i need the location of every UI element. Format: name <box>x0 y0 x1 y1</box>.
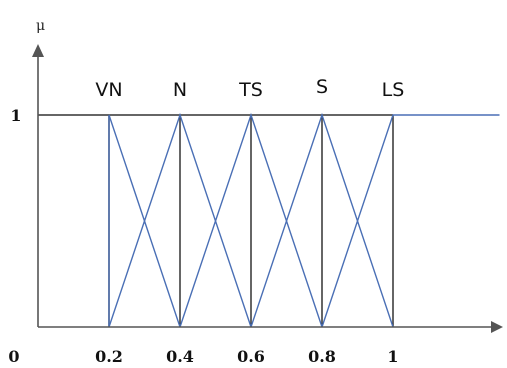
series-ts <box>179 112 323 328</box>
series-label-s: S <box>316 76 328 98</box>
series-s <box>250 112 394 328</box>
series-n <box>108 112 252 328</box>
y-tick-label-0: 1 <box>10 106 21 125</box>
x-tick-label-1: 0.2 <box>95 347 123 366</box>
series-layer <box>108 112 500 328</box>
y-axis-label: μ <box>36 18 45 34</box>
series-vn <box>108 114 181 328</box>
series-label-ls: LS <box>382 79 405 101</box>
series-label-ts: TS <box>238 79 263 101</box>
series-label-n: N <box>173 79 187 101</box>
x-tick-label-4: 0.8 <box>308 347 336 366</box>
series-label-vn: VN <box>95 79 122 101</box>
y-axis-arrow-icon <box>32 44 44 57</box>
x-tick-label-2: 0.4 <box>166 347 194 366</box>
label-layer: VN N TS S LS 0 0.2 0.4 0.6 0.8 1 1 <box>8 76 404 366</box>
x-axis-arrow-icon <box>491 321 503 333</box>
x-tick-label-3: 0.6 <box>237 347 265 366</box>
x-tick-label-0: 0 <box>8 347 19 366</box>
series-ls <box>321 114 500 328</box>
x-tick-label-5: 1 <box>387 347 398 366</box>
axis-layer: μ <box>32 18 503 333</box>
